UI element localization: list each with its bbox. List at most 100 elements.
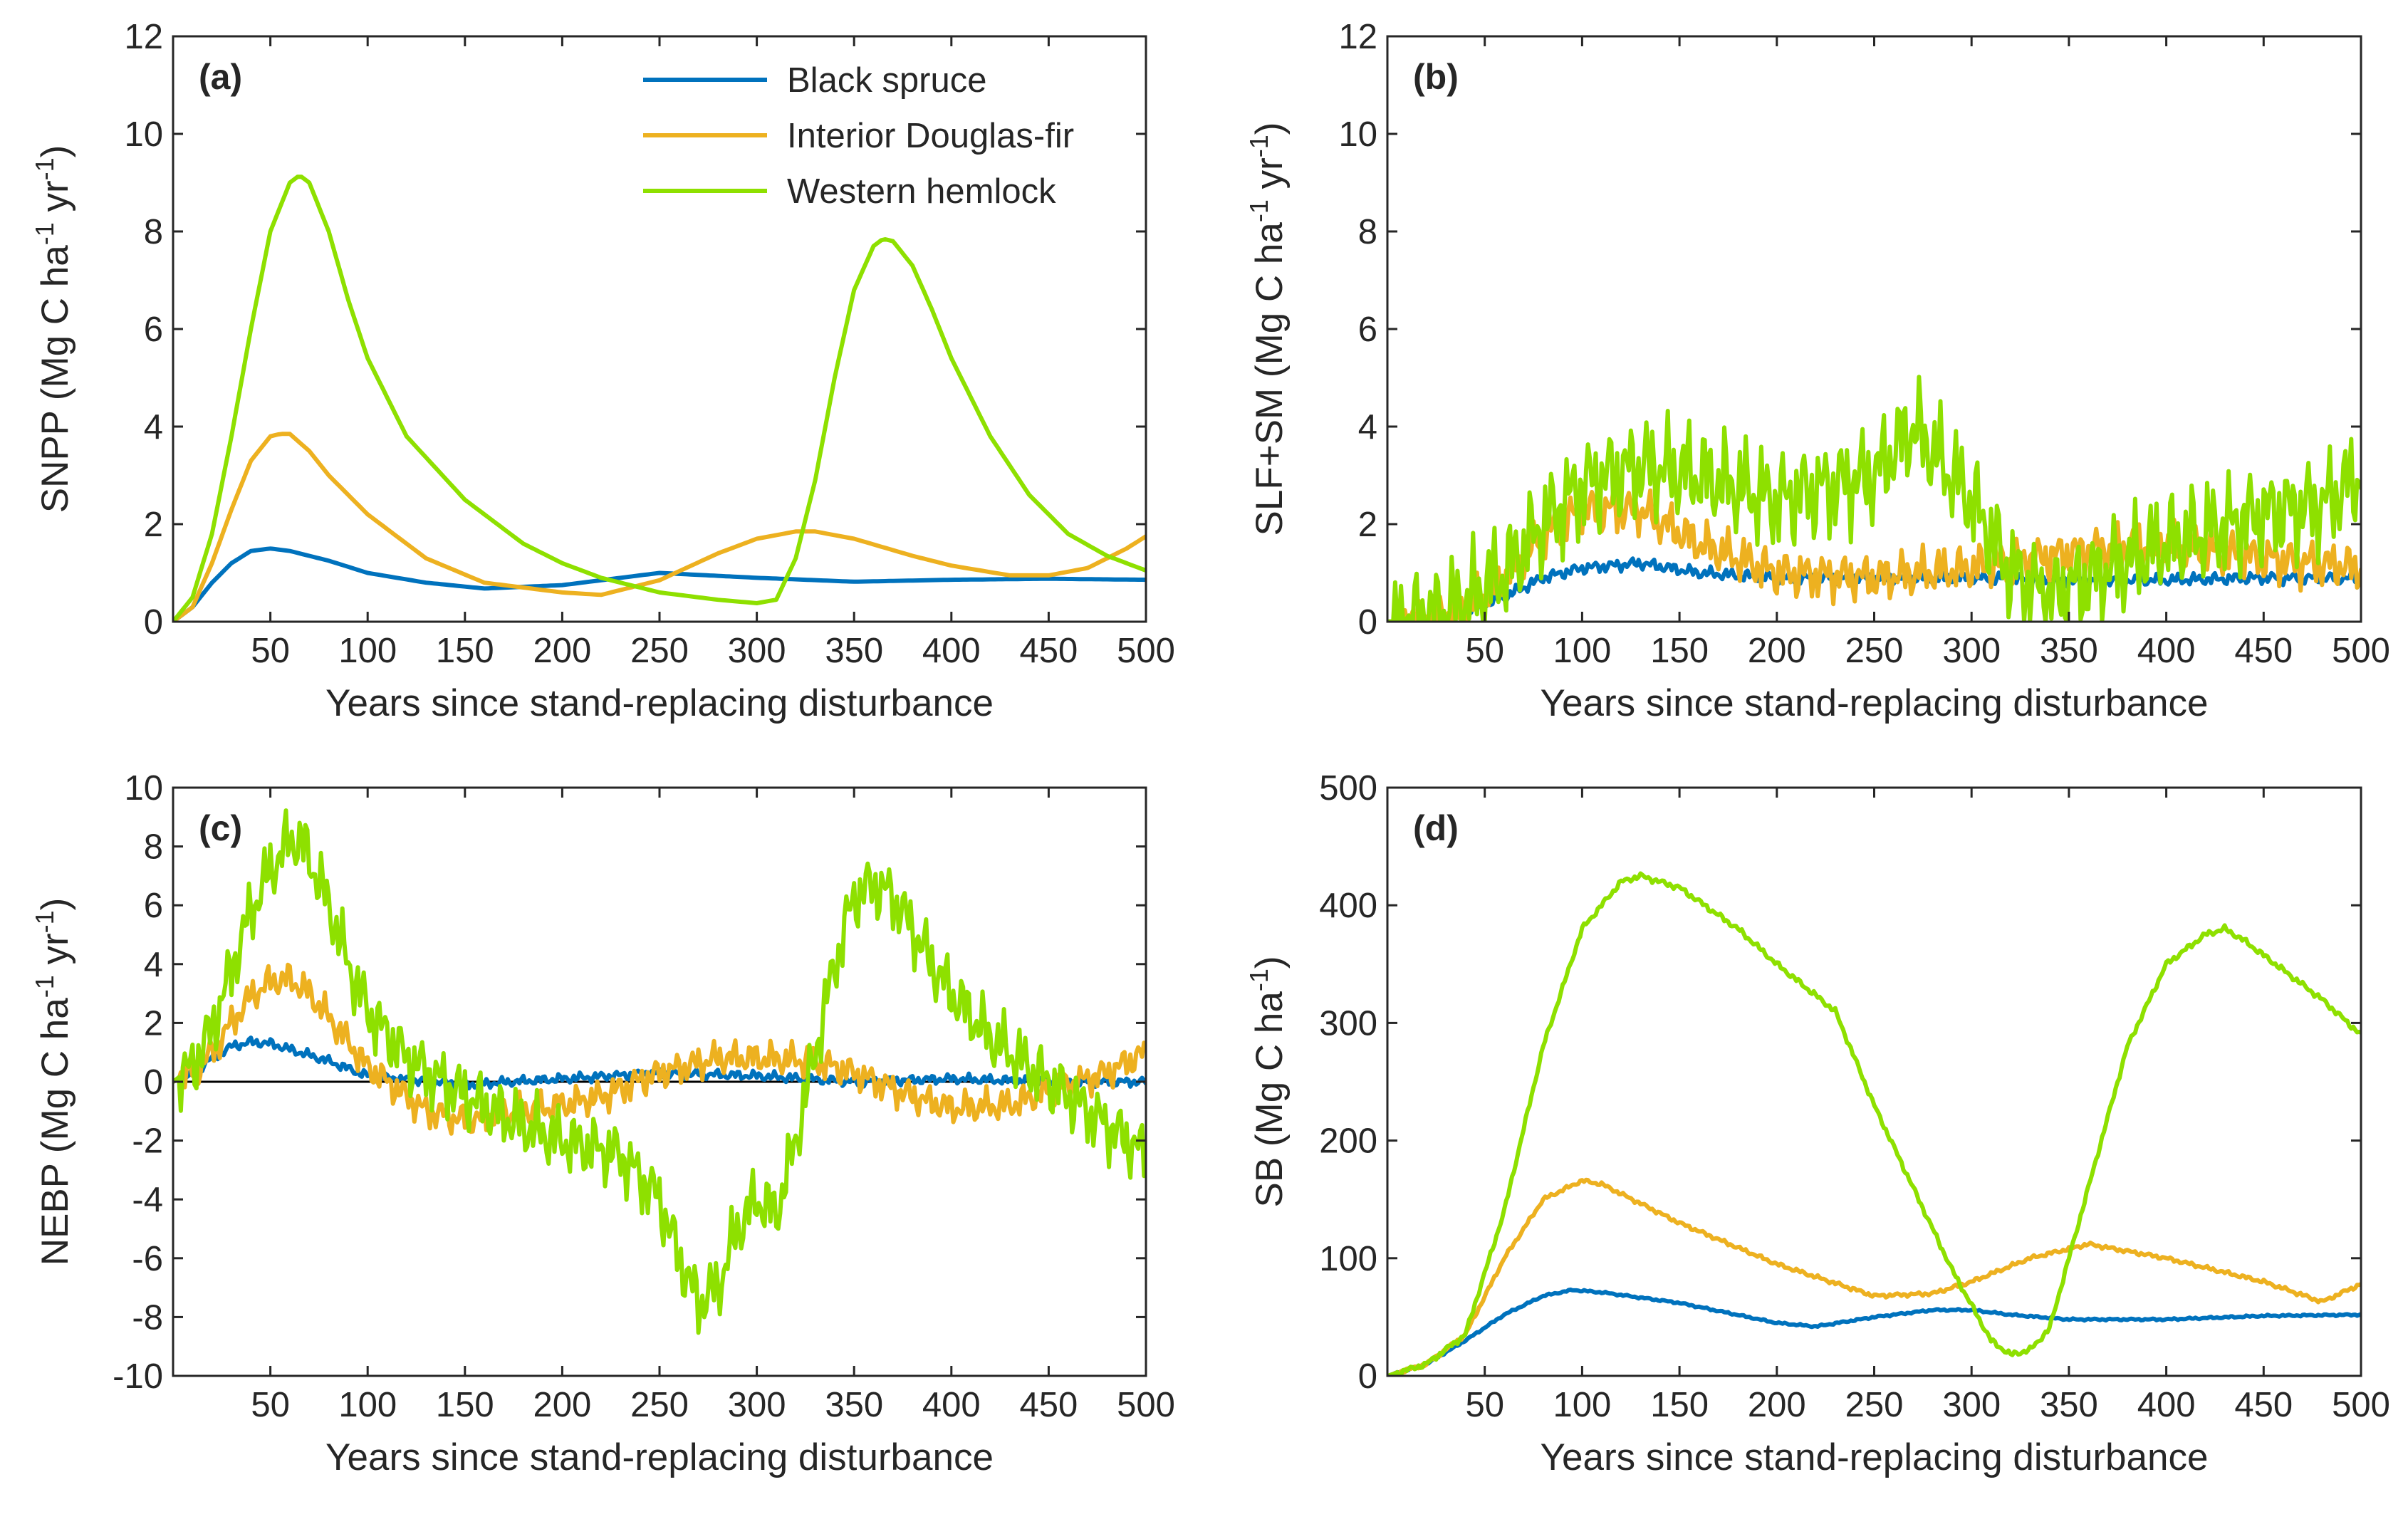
x-tick-label: 250 <box>1845 1386 1904 1424</box>
series-line-interior-douglas-fir <box>1387 1177 2361 1376</box>
x-tick-label: 400 <box>922 1386 981 1424</box>
legend-label: Western hemlock <box>787 172 1056 211</box>
y-tick-label: 10 <box>1338 115 1377 154</box>
legend-label: Black spruce <box>787 61 987 100</box>
y-tick-label: -8 <box>132 1298 163 1337</box>
x-tick-label: 500 <box>1117 632 1175 670</box>
series-group <box>173 174 1146 622</box>
x-tick-label: 200 <box>533 632 592 670</box>
series-group <box>1387 871 2361 1376</box>
y-tick-label: 200 <box>1319 1122 1377 1161</box>
y-tick-label: 300 <box>1319 1004 1377 1043</box>
y-tick-label: 0 <box>1358 603 1377 642</box>
x-tick-label: 300 <box>728 632 786 670</box>
y-tick-label: 2 <box>144 506 163 544</box>
y-tick-label: 500 <box>1319 769 1377 808</box>
y-tick-label: -6 <box>132 1240 163 1278</box>
x-tick-label: 250 <box>630 1386 689 1424</box>
y-tick-label: 0 <box>1358 1357 1377 1396</box>
panel-c: 50 100 150 200 250 300 350 400 450 500-10-8-6-4-2… <box>30 769 1175 1478</box>
panel-label: (c) <box>199 808 242 848</box>
y-tick-label: 6 <box>1358 310 1377 349</box>
legend: Black spruce Interior Douglas-fir Western … <box>643 61 1074 211</box>
x-tick-label: 400 <box>2137 1386 2196 1424</box>
series-line-black-spruce <box>173 546 1146 622</box>
x-tick-label: 50 <box>1465 1386 1504 1424</box>
y-tick-label: -10 <box>113 1357 163 1396</box>
panels: 50 100 150 200 250 300 350 400 450 500024681012Ye… <box>30 18 2390 1478</box>
x-tick-label: 350 <box>825 1386 883 1424</box>
x-axis-label: Years since stand-replacing disturbance <box>325 1436 994 1478</box>
series-line-black-spruce <box>1387 1287 2361 1376</box>
x-tick-label: 100 <box>1553 1386 1612 1424</box>
series-line-interior-douglas-fir <box>173 432 1146 622</box>
x-tick-label: 250 <box>630 632 689 670</box>
panel-d: 50 100 150 200 250 300 350 400 450 500 0 100 200 300 4… <box>1244 769 2390 1478</box>
panel-label: (a) <box>199 57 242 97</box>
y-tick-label: 10 <box>124 769 163 808</box>
y-axis-label: SLF+SM (Mg C ha-1 yr-1) <box>1244 122 1291 536</box>
y-tick-label: 2 <box>144 1004 163 1043</box>
y-tick-label: 0 <box>144 1063 163 1102</box>
y-tick-label: 8 <box>1358 213 1377 251</box>
x-tick-label: 400 <box>2137 632 2196 670</box>
x-tick-label: 300 <box>1942 632 2001 670</box>
y-axis-label: SB (Mg C ha-1) <box>1244 956 1291 1207</box>
panel-label: (b) <box>1413 57 1459 97</box>
x-tick-label: 100 <box>338 1386 397 1424</box>
y-tick-label: -2 <box>132 1122 163 1161</box>
series-line-interior-douglas-fir <box>173 962 1146 1136</box>
x-tick-label: 150 <box>1650 632 1709 670</box>
x-tick-label: 450 <box>2234 1386 2293 1424</box>
x-tick-label: 100 <box>338 632 397 670</box>
x-tick-label: 150 <box>1650 1386 1709 1424</box>
y-tick-label: 6 <box>144 887 163 925</box>
y-axis-label: SNPP (Mg C ha-1 yr-1) <box>30 145 76 513</box>
y-tick-label: 6 <box>144 310 163 349</box>
y-tick-label: 4 <box>144 946 163 984</box>
series-line-western-hemlock <box>173 174 1146 622</box>
x-tick-label: 200 <box>1748 1386 1806 1424</box>
x-tick-label: 450 <box>1020 1386 1078 1424</box>
y-tick-label: 2 <box>1358 506 1377 544</box>
y-tick-label: 8 <box>144 828 163 867</box>
y-tick-label: 12 <box>1338 18 1377 56</box>
y-tick-label: 10 <box>124 115 163 154</box>
series-line-western-hemlock <box>1387 871 2361 1376</box>
x-tick-label: 400 <box>922 632 981 670</box>
x-tick-label: 100 <box>1553 632 1612 670</box>
y-tick-label: 4 <box>1358 408 1377 447</box>
x-axis-label: Years since stand-replacing disturbance <box>1541 682 2209 724</box>
x-axis-label: Years since stand-replacing disturbance <box>1541 1436 2209 1478</box>
x-axis-label: Years since stand-replacing disturbance <box>325 682 994 724</box>
series-group <box>173 808 1146 1335</box>
legend-label: Interior Douglas-fir <box>787 117 1074 155</box>
x-tick-label: 150 <box>436 1386 494 1424</box>
x-tick-label: 500 <box>2332 1386 2390 1424</box>
series-line-western-hemlock <box>173 808 1146 1335</box>
y-tick-label: 100 <box>1319 1240 1377 1278</box>
x-tick-label: 350 <box>2040 1386 2098 1424</box>
x-tick-label: 50 <box>1465 632 1504 670</box>
y-tick-label: 12 <box>124 18 163 56</box>
y-tick-label: -4 <box>132 1181 163 1219</box>
x-tick-label: 450 <box>2234 632 2293 670</box>
x-tick-label: 200 <box>1748 632 1806 670</box>
y-tick-label: 8 <box>144 213 163 251</box>
x-tick-label: 350 <box>825 632 883 670</box>
series-line-western-hemlock <box>1387 375 2361 622</box>
panel-label: (d) <box>1413 808 1459 848</box>
x-tick-label: 500 <box>1117 1386 1175 1424</box>
panel-b: 50 100 150 200 250 300 350 400 450 500 0 2 4 6 8 10 12 Ye… <box>1244 18 2390 724</box>
x-tick-label: 50 <box>251 1386 290 1424</box>
x-tick-label: 250 <box>1845 632 1904 670</box>
x-tick-label: 150 <box>436 632 494 670</box>
series-group <box>1387 375 2361 622</box>
x-tick-label: 300 <box>728 1386 786 1424</box>
x-tick-label: 50 <box>251 632 290 670</box>
y-axis-label: NEBP (Mg C ha-1 yr-1) <box>30 898 76 1266</box>
panel-a: 50 100 150 200 250 300 350 400 450 500 0 2 4 6 8 10 12 Ye… <box>30 18 1175 724</box>
x-tick-label: 300 <box>1942 1386 2001 1424</box>
x-tick-label: 450 <box>1020 632 1078 670</box>
x-tick-label: 500 <box>2332 632 2390 670</box>
